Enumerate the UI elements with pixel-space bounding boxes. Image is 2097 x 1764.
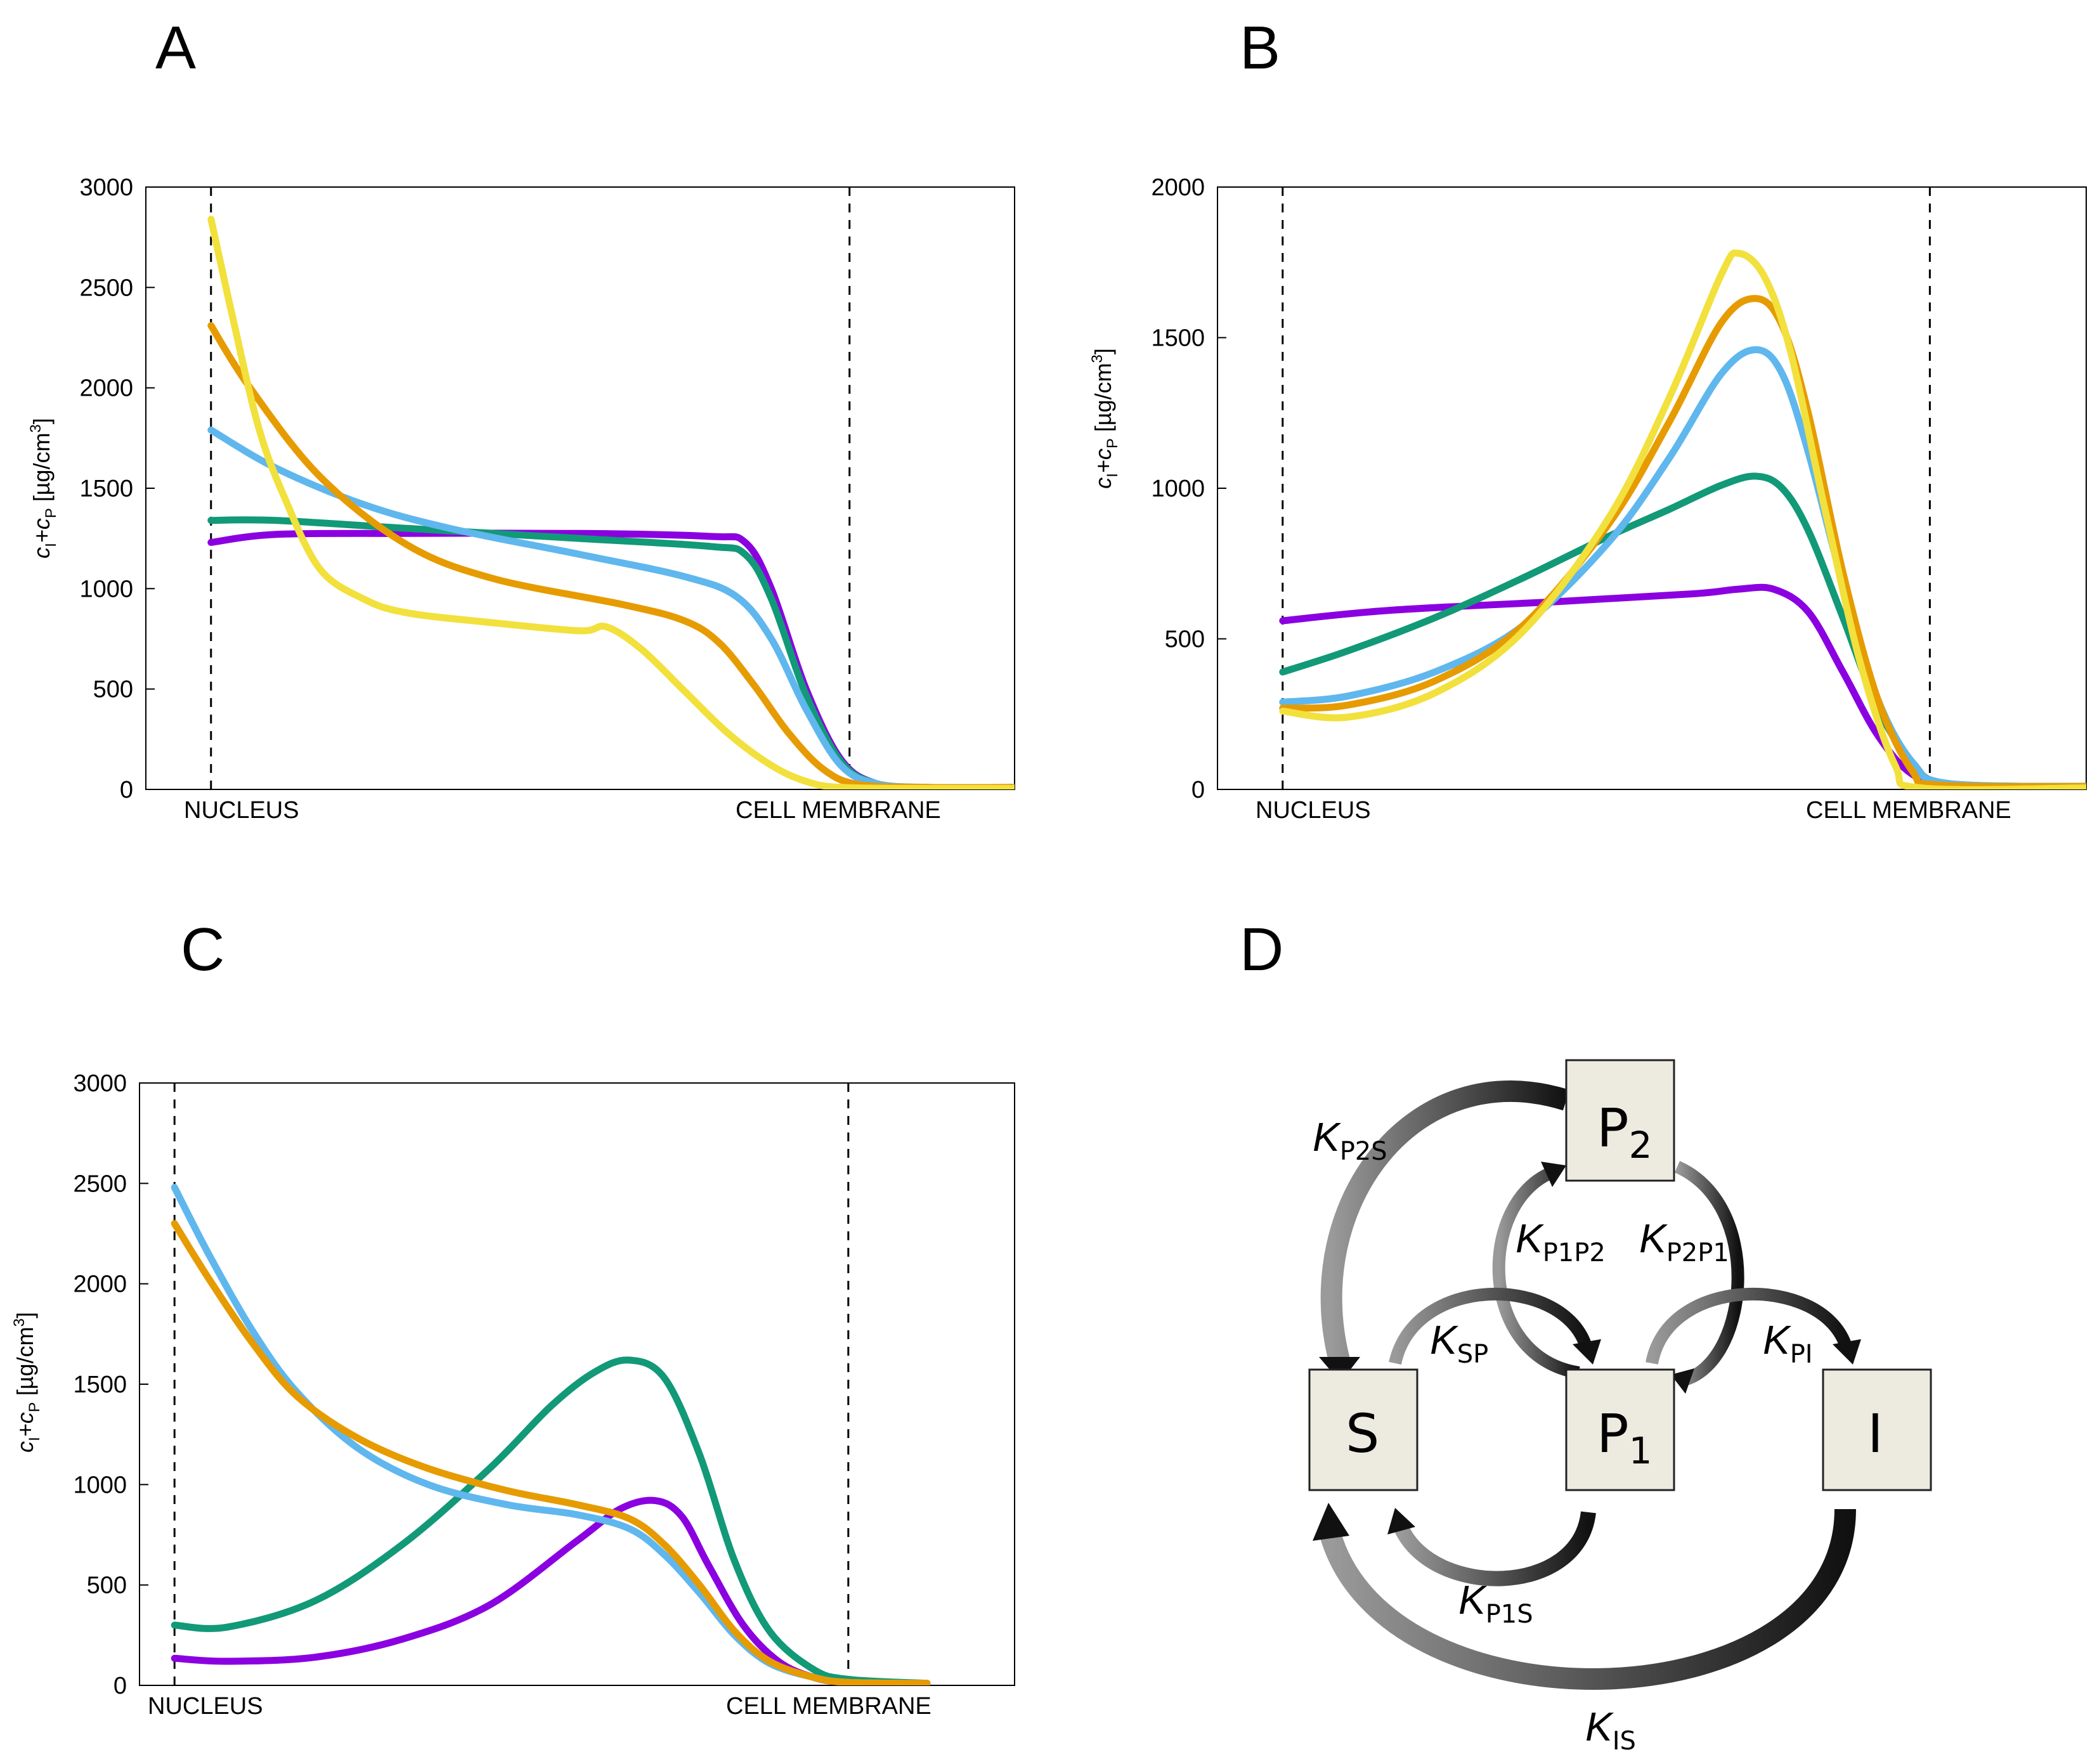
chart-b: 0 500 1000 1500 2000 NUCLEUS CELL MEMBRANE c… xyxy=(1089,174,2087,824)
node-i: I xyxy=(1822,1368,1932,1491)
chart-b-series-yellow xyxy=(1279,249,2086,789)
arrow-p1s-head-icon xyxy=(1387,1508,1415,1534)
arrow-sp-head-icon xyxy=(1573,1339,1601,1365)
chart-b-ytick-label: 1000 xyxy=(1151,476,1205,502)
node-p2-label: P2 xyxy=(1597,1097,1652,1167)
node-p2-box xyxy=(1565,1059,1675,1182)
chart-a-ytick-label: 0 xyxy=(120,777,133,803)
node-p1-box xyxy=(1565,1368,1675,1491)
rate-label-is: KIS xyxy=(1585,1704,1636,1756)
chart-a-ytick-label: 500 xyxy=(93,677,133,703)
rate-label-pi: KPI xyxy=(1763,1317,1813,1369)
panel-letter-c: C xyxy=(181,916,224,983)
arrow-is xyxy=(1320,1508,1856,1690)
node-s-box xyxy=(1308,1368,1419,1491)
chart-c-ytick-label: 3000 xyxy=(73,1070,127,1097)
rate-label-p1s: KP1S xyxy=(1458,1577,1533,1629)
arrow-p2p1-head-icon xyxy=(1671,1368,1694,1394)
chart-a-series-orange xyxy=(207,322,1015,789)
node-i-box xyxy=(1822,1368,1932,1491)
chart-a-ylabel: cI+cP [µg/cm3] xyxy=(27,418,60,559)
panel-letter-d: D xyxy=(1240,916,1283,983)
chart-c-ytick-label: 2000 xyxy=(73,1271,127,1298)
compartment-diagram: P2 S P1 I KP2S KP1P2 KP2P1 KSP KPI KP1S … xyxy=(1308,1059,1932,1756)
rate-label-p1p2: KP1P2 xyxy=(1516,1216,1606,1268)
chart-c-ytick-label: 500 xyxy=(87,1573,127,1599)
chart-c-ytick-label: 0 xyxy=(114,1673,127,1699)
chart-c-ytick-label: 1500 xyxy=(73,1372,127,1398)
arrow-is-head-icon xyxy=(1313,1503,1349,1541)
chart-a-ytick-label: 1000 xyxy=(79,576,133,602)
arrow-p2p1 xyxy=(1674,1160,1744,1385)
chart-c-nucleus-label: NUCLEUS xyxy=(148,1693,263,1720)
rate-label-p2p1: KP2P1 xyxy=(1639,1216,1729,1268)
chart-c-series-orange xyxy=(171,1220,931,1685)
chart-b-series-orange xyxy=(1279,295,2086,789)
arrow-sp xyxy=(1389,1287,1592,1365)
chart-a-ytick-label: 2000 xyxy=(79,375,133,402)
chart-a-nucleus-label: NUCLEUS xyxy=(184,797,299,824)
chart-b-membrane-label: CELL MEMBRANE xyxy=(1806,797,2011,824)
node-s-label: S xyxy=(1346,1403,1379,1465)
arrow-p1p2-head-icon xyxy=(1541,1162,1566,1187)
chart-b-ytick-label: 0 xyxy=(1191,777,1205,803)
rate-label-p2s: KP2S xyxy=(1313,1114,1387,1166)
panel-letter-b: B xyxy=(1240,14,1280,82)
chart-a-ytick-label: 1500 xyxy=(79,476,133,502)
arrow-p2s xyxy=(1320,1080,1570,1363)
chart-a-ytick-label: 3000 xyxy=(79,174,133,201)
chart-a-series-yellow xyxy=(207,216,1015,789)
arrow-pi xyxy=(1646,1287,1852,1365)
node-p1: P1 xyxy=(1565,1368,1675,1491)
chart-b-ytick-label: 500 xyxy=(1165,626,1205,653)
chart-a: 0 500 1000 1500 2000 2500 3000 NUCLEUS CELL ME… xyxy=(27,174,1015,824)
chart-c-series-green xyxy=(171,1356,931,1685)
node-i-label: I xyxy=(1867,1403,1883,1465)
arrow-p1s xyxy=(1394,1511,1596,1586)
chart-a-membrane-label: CELL MEMBRANE xyxy=(736,797,941,824)
node-p2: P2 xyxy=(1565,1059,1675,1182)
chart-b-ylabel: cI+cP [µg/cm3] xyxy=(1089,348,1121,489)
chart-c: 0 500 1000 1500 2000 2500 3000 NUCLEUS CELL ME… xyxy=(11,1070,1015,1720)
chart-c-ytick-label: 2500 xyxy=(73,1171,127,1197)
chart-b-ytick-label: 1500 xyxy=(1151,325,1205,352)
chart-a-frame xyxy=(145,186,1015,790)
node-s: S xyxy=(1308,1368,1419,1491)
arrow-pi-head-icon xyxy=(1833,1339,1861,1365)
arrow-p1p2 xyxy=(1492,1167,1580,1379)
node-p1-label: P1 xyxy=(1597,1403,1652,1472)
chart-c-membrane-label: CELL MEMBRANE xyxy=(726,1693,932,1720)
chart-a-ytick-label: 2500 xyxy=(79,275,133,301)
chart-b-ytick-label: 2000 xyxy=(1151,174,1205,201)
chart-c-ylabel: cI+cP [µg/cm3] xyxy=(11,1312,43,1453)
chart-c-ytick-label: 1000 xyxy=(73,1472,127,1498)
panel-letter-a: A xyxy=(155,14,196,82)
chart-b-nucleus-label: NUCLEUS xyxy=(1256,797,1371,824)
rate-label-sp: KSP xyxy=(1430,1317,1488,1369)
